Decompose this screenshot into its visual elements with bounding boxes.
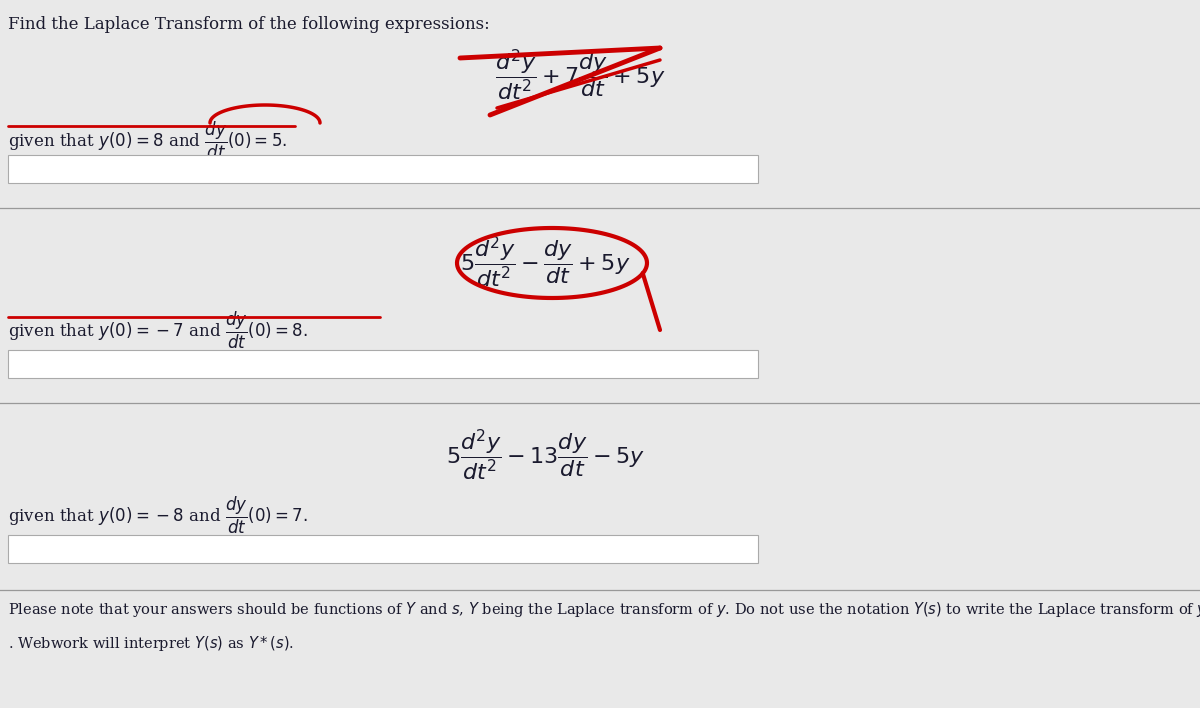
Bar xyxy=(8,155,758,183)
Text: $5\dfrac{d^2y}{dt^2} - 13\dfrac{dy}{dt} - 5y$: $5\dfrac{d^2y}{dt^2} - 13\dfrac{dy}{dt} … xyxy=(445,427,644,483)
Text: $5\dfrac{d^2y}{dt^2} - \dfrac{dy}{dt} + 5y$: $5\dfrac{d^2y}{dt^2} - \dfrac{dy}{dt} + … xyxy=(460,234,630,290)
Bar xyxy=(8,350,758,378)
Text: given that $y(0) = -8$ and $\dfrac{dy}{dt}(0) = 7.$: given that $y(0) = -8$ and $\dfrac{dy}{d… xyxy=(8,495,307,536)
Text: given that $y(0) = 8$ and $\dfrac{dy}{dt}(0) = 5.$: given that $y(0) = 8$ and $\dfrac{dy}{dt… xyxy=(8,120,287,161)
Bar xyxy=(8,535,758,563)
Text: given that $y(0) = -7$ and $\dfrac{dy}{dt}(0) = 8.$: given that $y(0) = -7$ and $\dfrac{dy}{d… xyxy=(8,310,307,351)
Text: . Webwork will interpret $Y(s)$ as $Y * (s)$.: . Webwork will interpret $Y(s)$ as $Y * … xyxy=(8,634,294,653)
Text: $\dfrac{d^2y}{dt^2} + 7\dfrac{dy}{dt} + 5y$: $\dfrac{d^2y}{dt^2} + 7\dfrac{dy}{dt} + … xyxy=(494,47,665,103)
Text: Find the Laplace Transform of the following expressions:: Find the Laplace Transform of the follow… xyxy=(8,16,490,33)
Text: Please note that your answers should be functions of $Y$ and $s$, $Y$ being the : Please note that your answers should be … xyxy=(8,600,1200,619)
